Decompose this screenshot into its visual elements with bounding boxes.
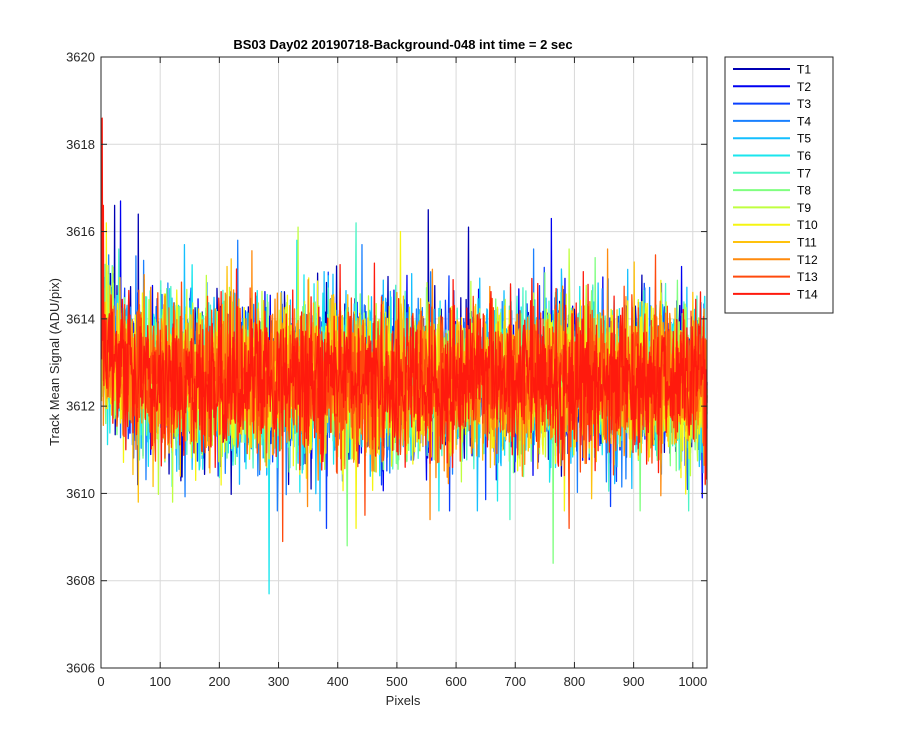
legend-label-t6: T6 — [797, 149, 811, 163]
x-tick-label: 700 — [504, 674, 526, 689]
series-line-t14 — [100, 117, 708, 485]
legend-label-t3: T3 — [797, 97, 811, 111]
y-tick-label: 3620 — [66, 50, 95, 65]
x-tick-label: 400 — [327, 674, 349, 689]
x-tick-label: 300 — [268, 674, 290, 689]
legend-label-t4: T4 — [797, 114, 811, 128]
x-tick-label: 200 — [209, 674, 231, 689]
x-tick-label: 0 — [97, 674, 104, 689]
x-axis-label: Pixels — [386, 693, 421, 708]
axis-ticks: 0 100 200 300 400 500 600 700 800 900 1000 3606 3608… — [66, 50, 707, 690]
legend-box — [724, 56, 834, 314]
x-tick-label: 600 — [445, 674, 467, 689]
plot-frame — [100, 56, 708, 669]
y-tick-label: 3606 — [66, 661, 95, 676]
y-tick-label: 3618 — [66, 137, 95, 152]
legend-items: T1 T2 T3 T4 T5 T6 T7 T8 T9 T10 T11 T12 T13 T14 — [733, 63, 818, 301]
series-lines — [100, 117, 708, 595]
y-tick-label: 3608 — [66, 573, 95, 588]
y-axis-label: Track Mean Signal (ADU/pix) — [47, 278, 62, 446]
y-tick-label: 3614 — [66, 311, 95, 326]
legend-label-t7: T7 — [797, 166, 811, 180]
legend-label-t10: T10 — [797, 218, 818, 232]
y-tick-label: 3612 — [66, 399, 95, 414]
x-tick-label: 900 — [623, 674, 645, 689]
legend-label-t5: T5 — [797, 132, 811, 146]
legend-label-t8: T8 — [797, 184, 811, 198]
legend-label-t13: T13 — [797, 270, 818, 284]
x-tick-label: 1000 — [678, 674, 707, 689]
legend-label-t2: T2 — [797, 80, 811, 94]
legend: T1 T2 T3 T4 T5 T6 T7 T8 T9 T10 T11 T12 T13 T14 — [724, 56, 834, 314]
legend-label-t12: T12 — [797, 253, 818, 267]
y-tick-label: 3616 — [66, 224, 95, 239]
x-tick-label: 100 — [149, 674, 171, 689]
legend-label-t1: T1 — [797, 63, 811, 77]
chart-title: BS03 Day02 20190718-Background-048 int t… — [233, 37, 572, 52]
x-tick-label: 500 — [386, 674, 408, 689]
y-tick-label: 3610 — [66, 486, 95, 501]
legend-label-t9: T9 — [797, 201, 811, 215]
legend-label-t11: T11 — [797, 236, 817, 250]
x-tick-label: 800 — [564, 674, 586, 689]
legend-label-t14: T14 — [797, 287, 818, 301]
